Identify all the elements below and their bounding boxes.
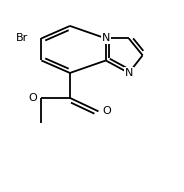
Text: N: N	[125, 68, 133, 78]
Text: O: O	[102, 106, 111, 116]
Text: N: N	[102, 33, 110, 43]
Text: Br: Br	[16, 33, 29, 43]
Text: O: O	[29, 93, 37, 103]
